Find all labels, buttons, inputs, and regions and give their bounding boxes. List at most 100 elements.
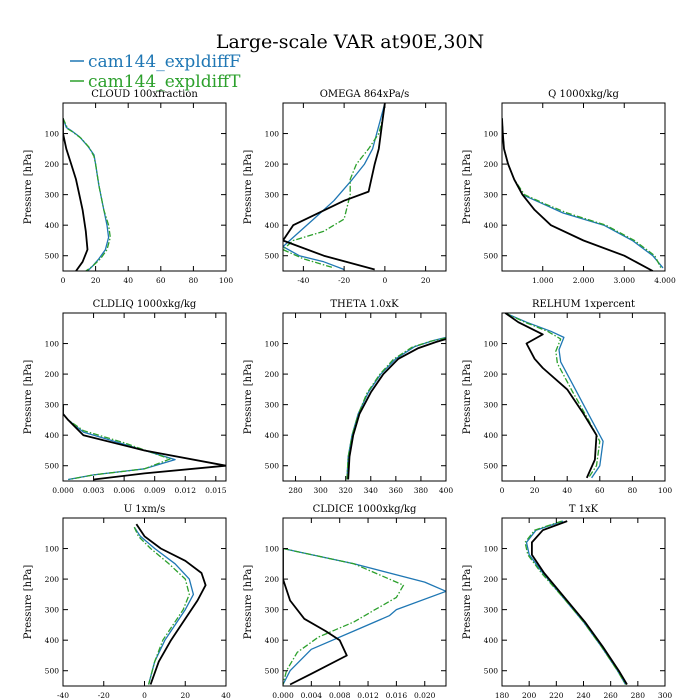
panel-5-ylabel: Pressure [hPa]: [243, 360, 254, 435]
panel-1-series: [63, 118, 111, 271]
panel-9-ylabel: Pressure [hPa]: [462, 565, 473, 640]
panel-6-ytick-label: 500: [484, 462, 499, 471]
panel-9-xtick-label: 280: [631, 691, 646, 700]
panel-3-ytick-label: 500: [484, 252, 499, 261]
panel-6-xtick-label: 60: [595, 486, 605, 495]
panel-5-title: THETA 1.0xK: [330, 299, 399, 310]
panel-3-ytick-label: 100: [484, 130, 499, 139]
panel-7-line-reference: [135, 523, 207, 685]
panel-5-line-cam144_expldiffT: [346, 337, 446, 480]
panel-7-ylabel: Pressure [hPa]: [23, 565, 34, 640]
panel-4-ytick-label: 300: [45, 401, 60, 410]
panel-1-line-cam144_expldiffF: [63, 118, 110, 271]
panel-8-xtick-label: 0.020: [414, 691, 436, 700]
panel-2-ytick-label: 300: [265, 191, 280, 200]
panel-8-ytick-label: 300: [265, 606, 280, 615]
panel-7-title: U 1xm/s: [124, 504, 166, 515]
panel-3-series: [502, 118, 664, 271]
panel-6-line-reference: [504, 313, 598, 479]
panel-6-xtick-label: 20: [530, 486, 540, 495]
panel-6-ytick-label: 100: [484, 340, 499, 349]
panel-3-ytick-label: 400: [484, 221, 499, 230]
panel-1-frame: [62, 102, 227, 272]
legend-label-expldiffF: cam144_expldiffF: [88, 52, 241, 72]
panel-3-xtick-label: 1.000: [532, 276, 554, 285]
panel-1-line-reference: [63, 118, 89, 271]
panel-5-ytick-label: 500: [265, 462, 280, 471]
panel-8-ytick-label: 200: [265, 575, 280, 584]
panel-5-xtick-label: 400: [439, 486, 454, 495]
panel-1-xtick-label: 0: [61, 276, 66, 285]
panel-9-title: T 1xK: [569, 504, 599, 515]
panel-6-xtick-label: 80: [628, 486, 638, 495]
panel-5-xtick-label: 380: [414, 486, 429, 495]
panel-2-title: OMEGA 864xPa/s: [320, 89, 410, 100]
panel-6-ytick-label: 300: [484, 401, 499, 410]
panel-8-series: [283, 547, 446, 686]
legend-label-expldiffT: cam144_expldiffT: [88, 72, 241, 92]
panel-7-line-cam144_expldiffF: [133, 526, 195, 685]
panel-8-ylabel: Pressure [hPa]: [243, 565, 254, 640]
panel-2-xtick-label: 0: [382, 276, 387, 285]
panel-9-xtick-label: 180: [495, 691, 510, 700]
panel-7-xtick-label: 20: [180, 691, 190, 700]
panel-2-xtick-label: 20: [421, 276, 431, 285]
panel-4-xtick-label: 0.009: [144, 486, 166, 495]
panel-2-ytick-label: 200: [265, 160, 280, 169]
panel-4-series: [63, 404, 226, 481]
panel-1-ytick-label: 400: [45, 221, 60, 230]
panel-5-xtick-label: 280: [288, 486, 303, 495]
panel-4-frame: [62, 312, 227, 482]
panel-5-frame: [282, 312, 447, 482]
panel-4-xtick-label: 0.015: [205, 486, 227, 495]
panel-6-line-cam144_expldiffF: [505, 313, 604, 479]
panel-4-line-reference: [63, 404, 226, 481]
panel-8-line-cam144_expldiffT: [283, 547, 405, 685]
panel-5-xtick-label: 340: [364, 486, 379, 495]
panel-7-line-cam144_expldiffT: [133, 526, 190, 685]
panel-8: CLDICE 1000xkg/kg Pressure [hPa] 100 200 300…: [243, 504, 447, 700]
panel-9-ytick-label: 200: [484, 575, 499, 584]
panel-6-xtick-label: 100: [658, 486, 673, 495]
panel-2-ytick-label: 500: [265, 252, 280, 261]
panel-7-xtick-label: 40: [221, 691, 231, 700]
panel-3-line-cam144_expldiffF: [502, 118, 664, 269]
panel-4-line-cam144_expldiffF: [63, 404, 176, 481]
panel-5: THETA 1.0xK Pressure [hPa] 100 200 300 400 500…: [243, 299, 453, 495]
panel-9-xtick-label: 300: [658, 691, 673, 700]
panel-1-xtick-label: 100: [219, 276, 234, 285]
panel-3-title: Q 1000xkg/kg: [548, 89, 619, 100]
figure-title: Large-scale VAR at90E,30N: [216, 31, 484, 53]
panel-7-ytick-label: 300: [45, 606, 60, 615]
panel-2-line-cam144_expldiffF: [283, 103, 386, 271]
panel-3-ytick-label: 200: [484, 160, 499, 169]
panel-6-ylabel: Pressure [hPa]: [462, 360, 473, 435]
panel-8-ytick-label: 500: [265, 667, 280, 676]
panel-5-line-reference: [347, 338, 446, 480]
panel-7-xtick-label: -40: [57, 691, 69, 700]
panel-4-ylabel: Pressure [hPa]: [23, 360, 34, 435]
panel-6-xtick-label: 40: [562, 486, 572, 495]
panel-7-xtick-label: -20: [98, 691, 110, 700]
panel-2-xtick-label: -40: [297, 276, 309, 285]
panel-3: Q 1000xkg/kg Pressure [hPa] 100 200 300 400 50…: [462, 89, 676, 285]
panel-7-xtick-label: 0: [142, 691, 147, 700]
panel-9-line-reference: [531, 520, 628, 685]
panel-9-ytick-label: 300: [484, 606, 499, 615]
panel-5-ytick-label: 200: [265, 370, 280, 379]
panel-7-frame: [62, 517, 227, 687]
panel-7-ytick-label: 200: [45, 575, 60, 584]
panel-1-title: CLOUD 100xfraction: [91, 89, 198, 100]
panel-9-xtick-label: 260: [604, 691, 619, 700]
panel-1-xtick-label: 20: [91, 276, 101, 285]
panel-4-title: CLDLIQ 1000xkg/kg: [93, 299, 197, 310]
panel-5-ytick-label: 400: [265, 431, 280, 440]
panel-3-ylabel: Pressure [hPa]: [462, 150, 473, 225]
panel-9-ytick-label: 100: [484, 545, 499, 554]
panel-4-xtick-label: 0.006: [113, 486, 135, 495]
panel-4-ytick-label: 500: [45, 462, 60, 471]
panel-3-line-reference: [502, 118, 654, 271]
